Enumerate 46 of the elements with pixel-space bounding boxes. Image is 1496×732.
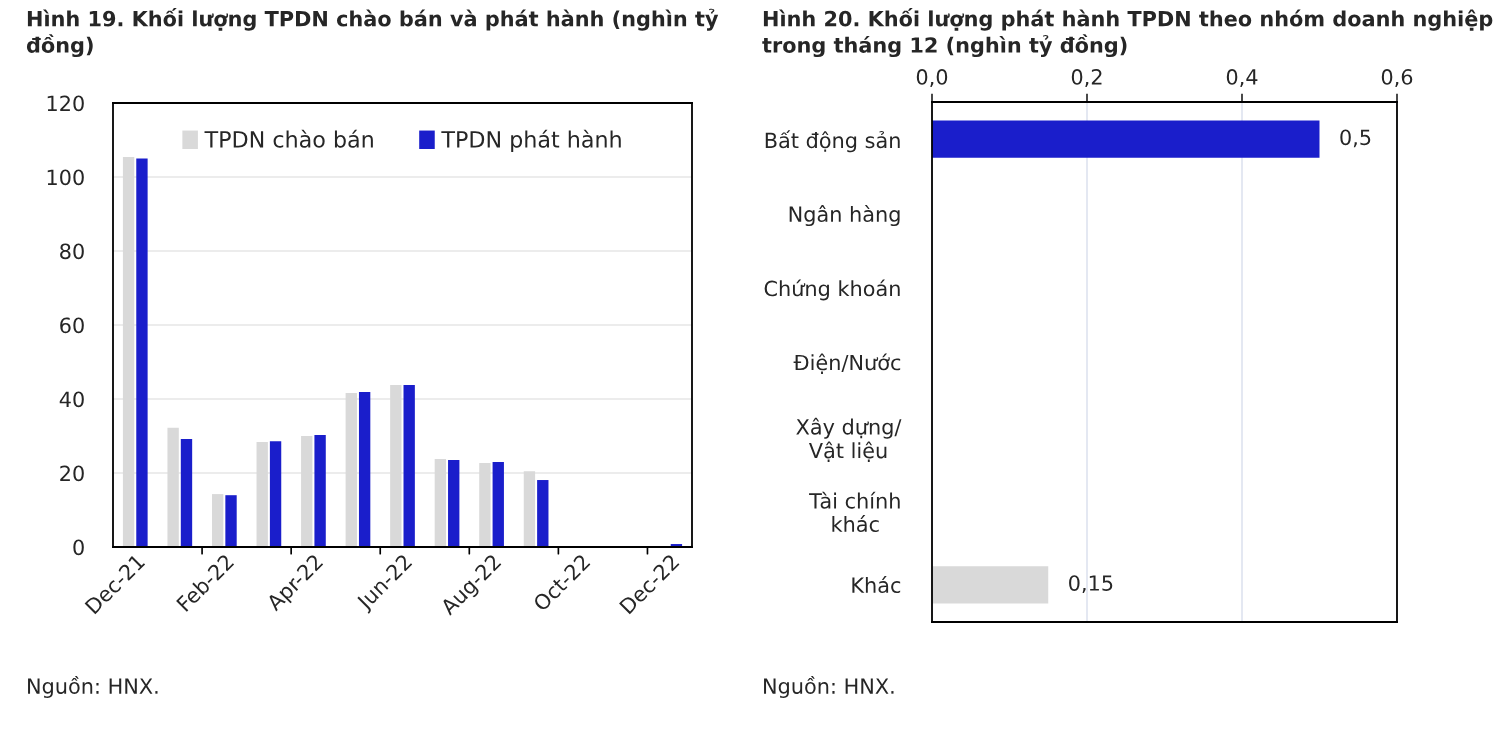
bar — [403, 384, 415, 547]
bar — [211, 494, 224, 547]
y-tick-label: Tài chính khác — [809, 491, 900, 533]
bar — [225, 495, 237, 547]
bar — [180, 438, 193, 547]
y-tick-label: Ngân hàng — [789, 205, 900, 227]
y-tick-label: Khác — [852, 576, 901, 594]
y-tick-label: 20 — [60, 465, 84, 482]
y-tick-label: 100 — [47, 169, 84, 186]
legend-label: TPDN phát hành — [441, 129, 621, 153]
y-tick-label: Điện/Nước — [793, 353, 901, 374]
x-tick-label: 0,2 — [1071, 69, 1102, 87]
y-tick-label: Bất động sản — [765, 130, 900, 153]
y-tick-label: 60 — [60, 317, 84, 334]
bar — [434, 458, 447, 547]
chart-title: Hình 20. Khối lượng phát hành TPDN theo nhóm doanh nghiệp trong tháng 12 (nghìn tỷ đồng) — [762, 8, 1493, 58]
bar — [167, 427, 179, 547]
bar — [479, 463, 491, 547]
y-tick-label: 120 — [47, 95, 84, 112]
x-tick-label: 0,4 — [1226, 69, 1258, 87]
bar — [523, 471, 536, 547]
bar — [537, 480, 549, 547]
x-tick-label: 0,0 — [916, 69, 948, 87]
bar — [345, 393, 357, 547]
bar — [314, 434, 326, 547]
chart-title: Hình 19. Khối lượng TPDN chào bán và phát hành (nghìn tỷ đồng) — [26, 8, 719, 58]
bar — [269, 441, 282, 547]
bar — [122, 157, 135, 547]
bar — [390, 384, 402, 547]
legend-label: TPDN chào bán — [204, 129, 373, 148]
y-tick-label: Xây dựng/ Vật liệu — [796, 417, 902, 462]
text: Nguồn: HNX. — [764, 676, 894, 698]
bar — [301, 436, 313, 547]
bar — [358, 391, 371, 547]
y-tick-label: 80 — [60, 243, 84, 260]
y-tick-label: 0 — [73, 539, 84, 556]
y-tick-label: 40 — [59, 391, 84, 408]
bar — [256, 441, 268, 547]
data-label: 0,15 — [1069, 575, 1113, 594]
bar — [136, 158, 148, 547]
bar — [492, 461, 504, 547]
x-tick-label: 0,6 — [1381, 69, 1413, 87]
text: Nguồn: HNX. — [28, 676, 158, 698]
bar — [448, 460, 460, 547]
y-tick-label: Chứng khoán — [764, 279, 900, 301]
data-label: 0,5 — [1340, 129, 1371, 148]
